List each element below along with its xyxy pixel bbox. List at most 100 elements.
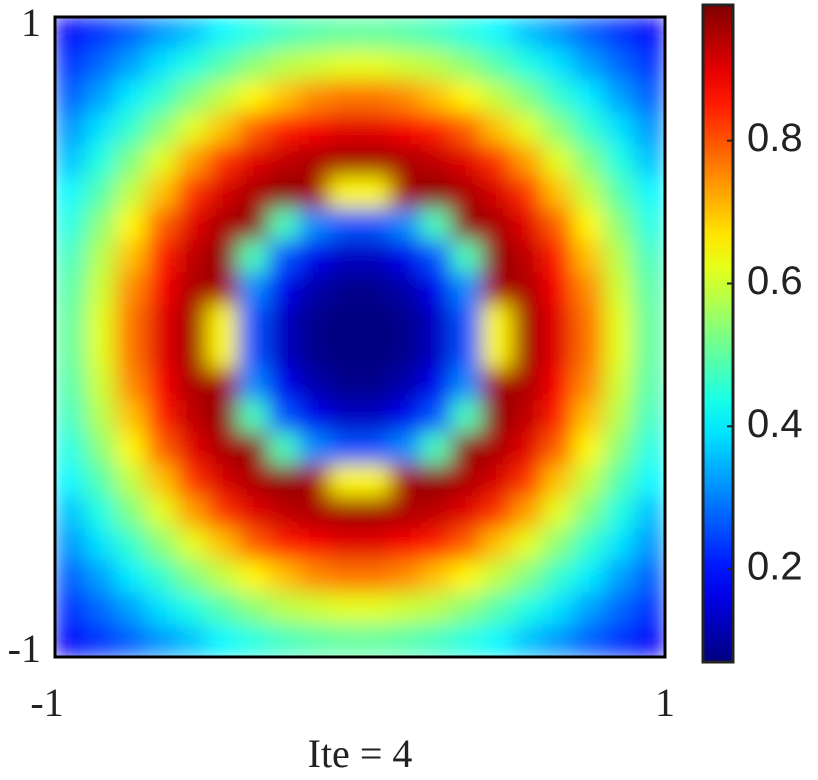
heat-cell — [420, 528, 452, 562]
heat-cell — [176, 240, 208, 274]
heat-cell — [237, 272, 269, 306]
heat-cell — [298, 336, 330, 370]
heat-cell — [634, 496, 665, 530]
heat-cell — [329, 528, 361, 562]
heat-cell — [420, 17, 452, 50]
heat-cell — [512, 17, 544, 50]
heat-cell — [603, 496, 635, 530]
heat-cell — [390, 208, 422, 242]
y-tick-label: 1 — [21, 0, 41, 45]
heat-cell — [420, 464, 452, 498]
heat-cell — [207, 336, 239, 370]
heat-cell — [176, 304, 208, 338]
colorbar-tick-label: 0.4 — [747, 402, 803, 446]
heat-cell — [55, 80, 86, 114]
heat-cell — [603, 592, 635, 626]
heat-cell — [329, 336, 361, 370]
heat-cell — [298, 17, 330, 50]
heat-cell — [512, 464, 544, 498]
heat-cell — [115, 144, 147, 178]
heat-cell — [115, 528, 147, 562]
heat-cell — [268, 528, 300, 562]
heat-cell — [55, 496, 86, 530]
heat-cell — [146, 528, 178, 562]
heat-cell — [451, 80, 483, 114]
heat-cell — [359, 624, 391, 657]
heat-cell — [512, 272, 544, 306]
heat-cell — [298, 592, 330, 626]
heat-cell — [451, 272, 483, 306]
heat-cell — [512, 560, 544, 594]
heat-cell — [634, 208, 665, 242]
heat-cell — [451, 464, 483, 498]
heat-cell — [237, 464, 269, 498]
heat-cell — [481, 336, 513, 370]
heat-cell — [176, 48, 208, 82]
heat-cell — [420, 400, 452, 434]
heat-cell — [603, 48, 635, 82]
heat-cell — [207, 560, 239, 594]
heat-cell — [359, 592, 391, 626]
heat-cell — [481, 432, 513, 466]
heat-cell — [634, 17, 665, 50]
heat-cell — [542, 144, 574, 178]
heat-cell — [359, 400, 391, 434]
heat-cell — [237, 496, 269, 530]
heat-cell — [603, 368, 635, 402]
heat-cell — [359, 336, 391, 370]
heat-cell — [55, 17, 86, 50]
heat-cell — [451, 560, 483, 594]
heat-cell — [55, 624, 86, 657]
heat-cell — [115, 80, 147, 114]
heat-cell — [298, 144, 330, 178]
heat-cell — [512, 304, 544, 338]
heat-cell — [207, 48, 239, 82]
heat-cell — [481, 48, 513, 82]
heat-cell — [146, 80, 178, 114]
x-axis-label: Ite = 4 — [308, 731, 413, 776]
heat-cell — [176, 560, 208, 594]
heat-cell — [115, 17, 147, 50]
heat-cell — [237, 144, 269, 178]
heat-cell — [390, 528, 422, 562]
heat-cell — [542, 496, 574, 530]
heat-cell — [207, 496, 239, 530]
heat-cell — [481, 144, 513, 178]
heat-cell — [85, 624, 117, 657]
heat-cell — [298, 368, 330, 402]
heat-cell — [451, 176, 483, 210]
heat-cell — [268, 336, 300, 370]
heat-cell — [359, 560, 391, 594]
heat-cell — [237, 336, 269, 370]
heat-cell — [237, 528, 269, 562]
heat-cell — [207, 592, 239, 626]
heat-cell — [634, 304, 665, 338]
heat-cell — [298, 496, 330, 530]
heat-cell — [481, 112, 513, 146]
heat-cell — [237, 368, 269, 402]
heat-cell — [512, 240, 544, 274]
heat-cell — [634, 48, 665, 82]
heat-cell — [329, 400, 361, 434]
heat-cell — [237, 560, 269, 594]
heat-cell — [146, 272, 178, 306]
heat-cell — [237, 624, 269, 657]
heat-cell — [603, 112, 635, 146]
heat-cell — [298, 208, 330, 242]
heat-cell — [359, 432, 391, 466]
heatmap — [55, 17, 665, 657]
heat-cell — [115, 336, 147, 370]
heat-cell — [115, 208, 147, 242]
heat-cell — [359, 208, 391, 242]
heat-cell — [237, 208, 269, 242]
colorbar-tick-label: 0.8 — [747, 116, 803, 160]
heat-cell — [603, 528, 635, 562]
heat-cell — [207, 400, 239, 434]
heat-cell — [207, 112, 239, 146]
heat-cell — [359, 368, 391, 402]
heat-cell — [298, 464, 330, 498]
heat-cell — [268, 496, 300, 530]
heat-cell — [634, 112, 665, 146]
heat-cell — [542, 176, 574, 210]
heat-cell — [542, 240, 574, 274]
